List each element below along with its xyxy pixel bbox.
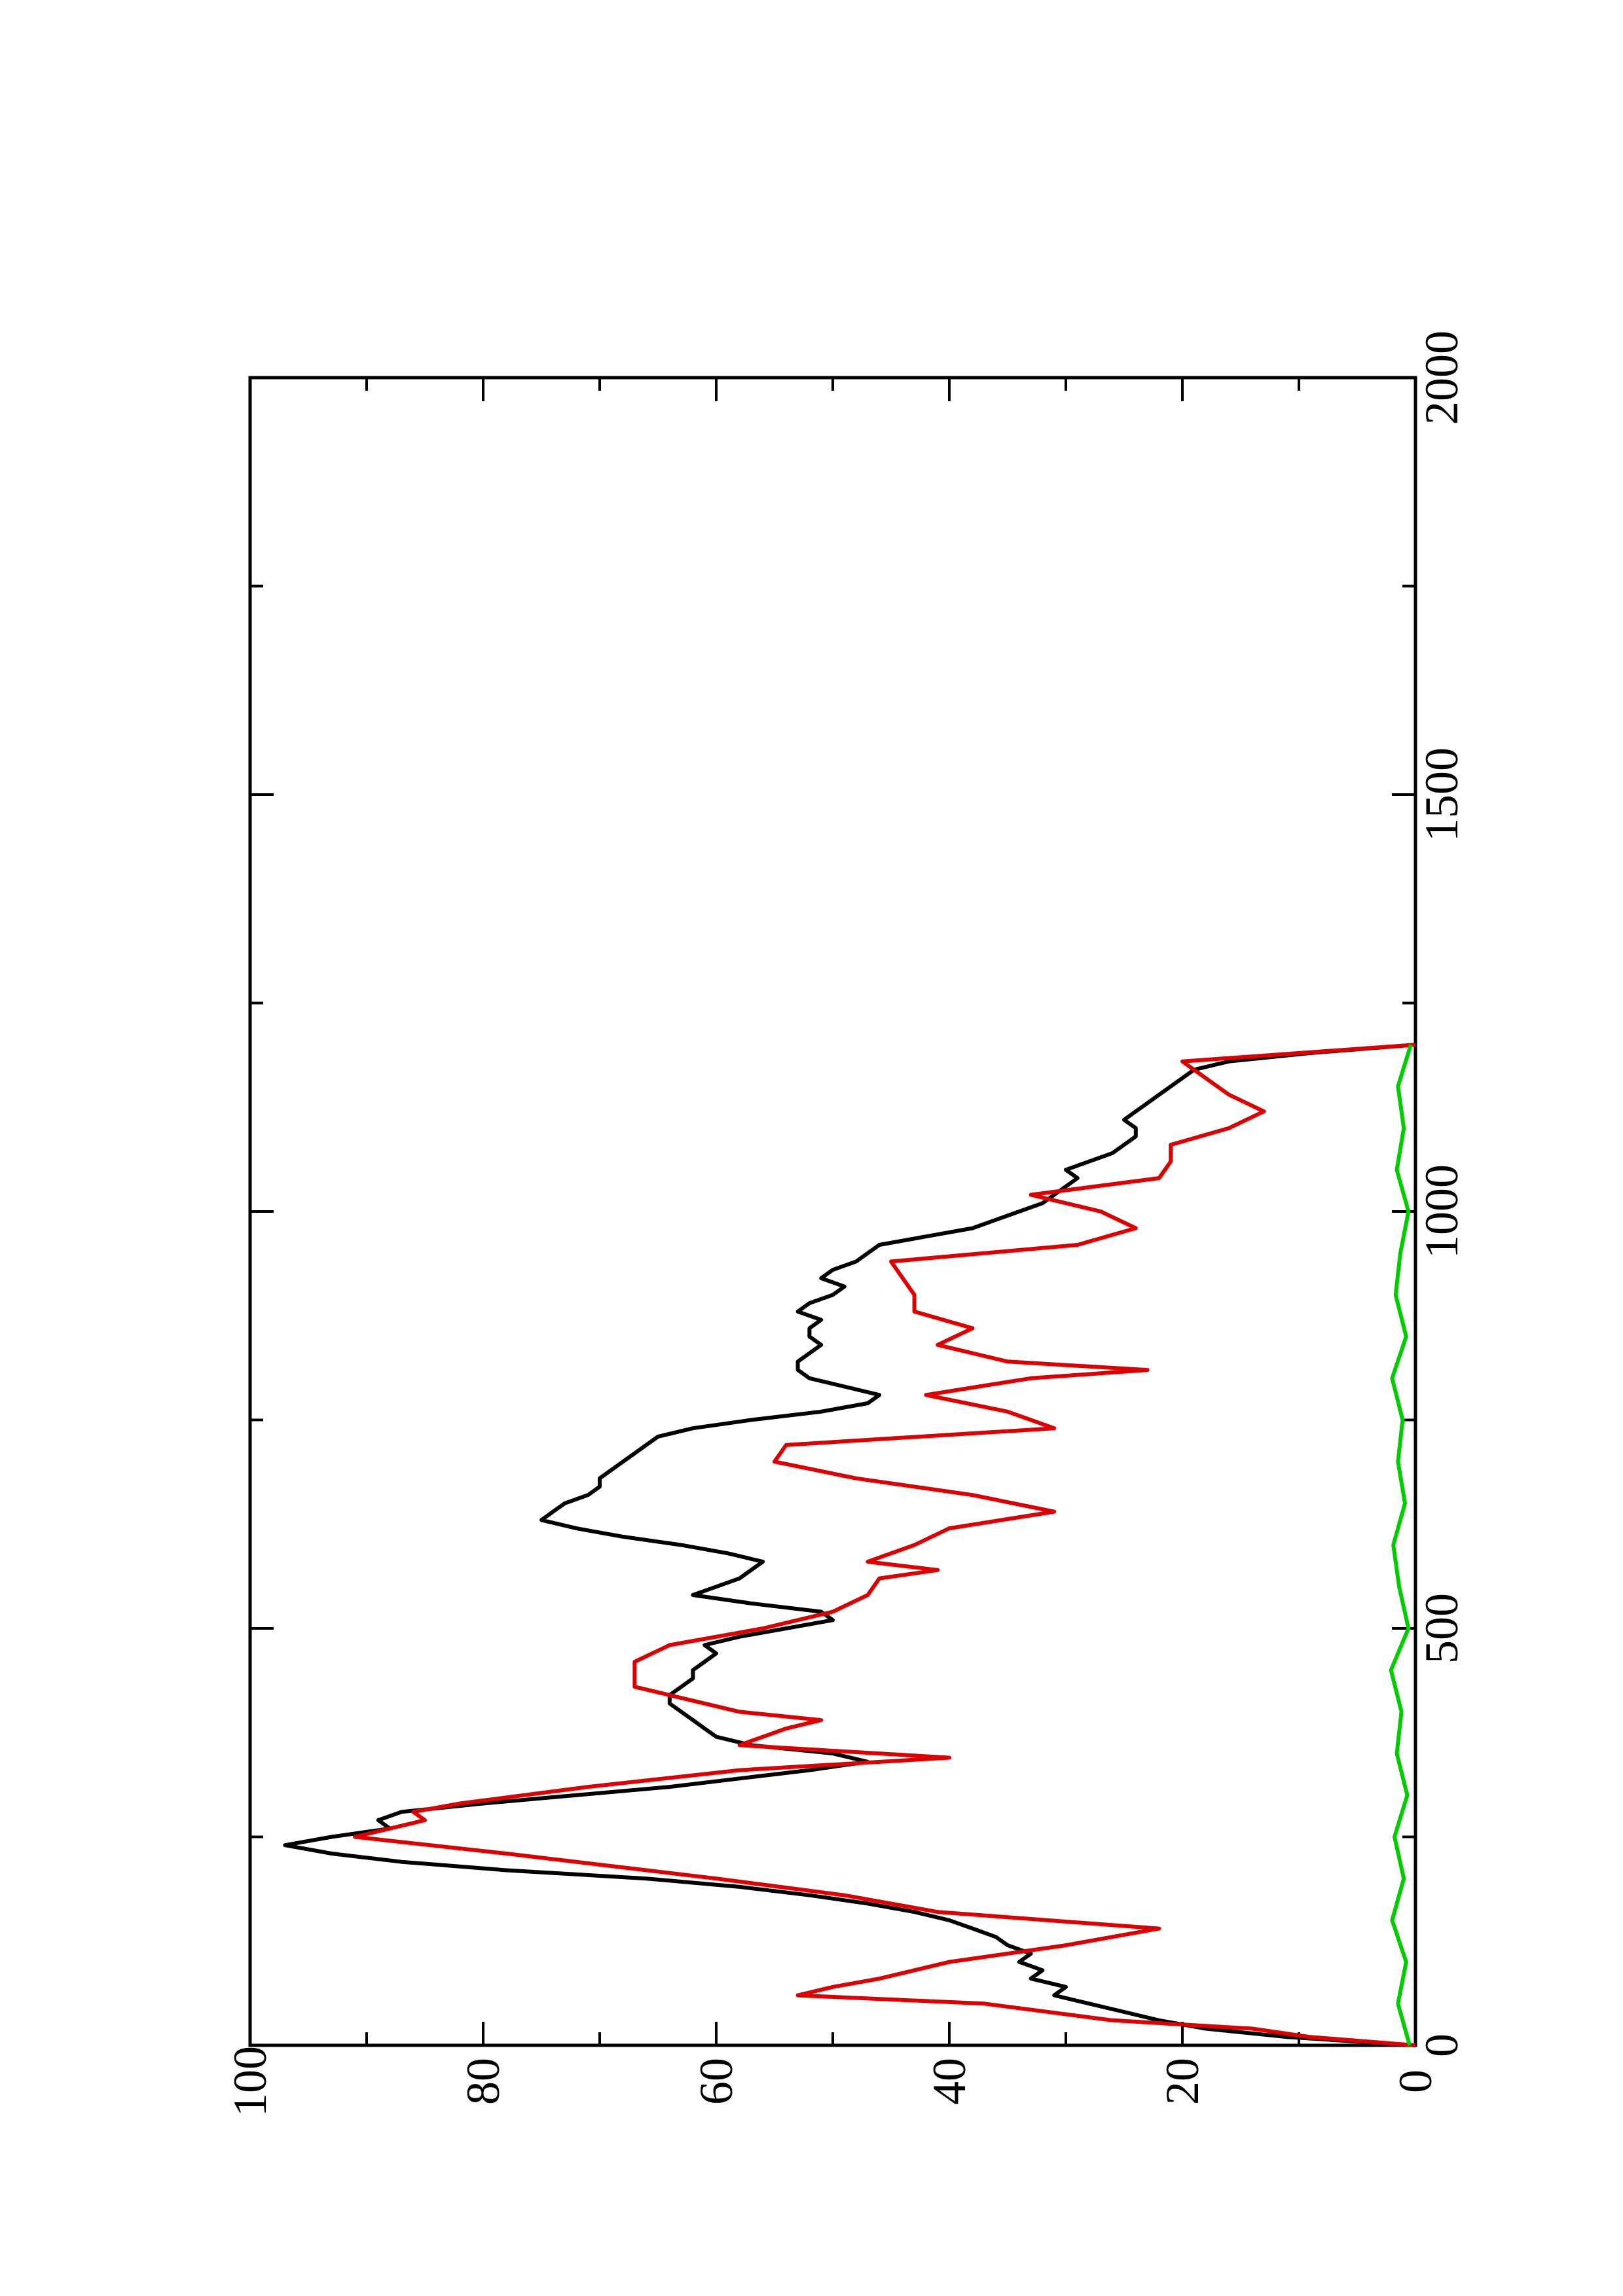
x-tick-label: 500 xyxy=(1415,1593,1468,1664)
x-tick-label: 0 xyxy=(1415,2034,1468,2057)
x-tick-label: 2000 xyxy=(1415,331,1468,425)
series-layer xyxy=(283,1043,1416,2047)
x-tick-label: 1500 xyxy=(1415,747,1468,842)
plot-frame xyxy=(248,376,1417,2047)
series-line-2 xyxy=(353,1043,1416,2047)
y-tick-label: 40 xyxy=(923,2058,976,2105)
y-tick-label: 0 xyxy=(1389,2070,1442,2093)
series-line-1 xyxy=(283,1043,1416,2047)
tick-labels: 0 500 1000 1500 2000 0 20 40 60 80 100 xyxy=(224,331,1468,2117)
series-line-3 xyxy=(1389,1044,1413,2046)
axis-ticks xyxy=(249,376,1417,2047)
y-tick-label: 80 xyxy=(457,2058,509,2105)
y-tick-label: 20 xyxy=(1156,2058,1209,2105)
y-tick-label: 100 xyxy=(224,2046,276,2117)
y-tick-label: 60 xyxy=(690,2058,742,2105)
x-tick-label: 1000 xyxy=(1415,1164,1468,1259)
